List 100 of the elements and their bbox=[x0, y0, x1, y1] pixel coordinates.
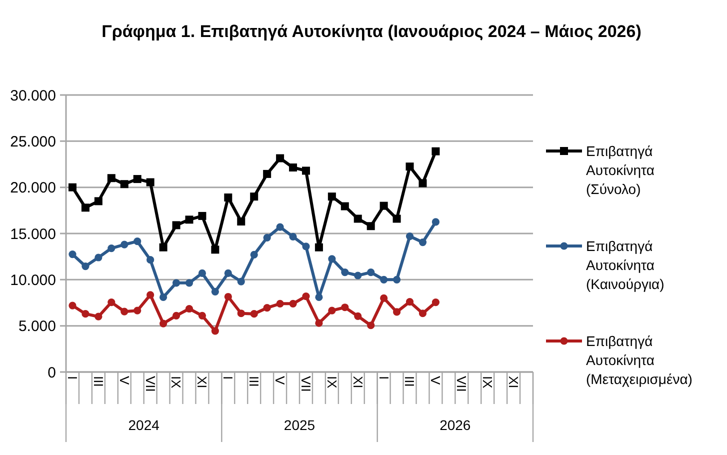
point bbox=[380, 276, 388, 284]
point bbox=[315, 319, 323, 327]
text: 2025 bbox=[284, 417, 316, 433]
point bbox=[263, 170, 272, 178]
point bbox=[146, 291, 154, 299]
point bbox=[211, 327, 219, 335]
point bbox=[289, 232, 297, 241]
point bbox=[328, 306, 336, 314]
point bbox=[68, 183, 76, 192]
point bbox=[302, 242, 310, 250]
x-tick-label: IX bbox=[480, 376, 496, 389]
point bbox=[185, 216, 194, 224]
y-tick-label: 25.000 bbox=[10, 133, 56, 150]
point bbox=[198, 269, 206, 278]
point bbox=[276, 223, 284, 231]
y-tick-label: 30.000 bbox=[10, 87, 56, 104]
point bbox=[82, 262, 90, 270]
text: 2026 bbox=[440, 417, 471, 433]
point bbox=[107, 174, 116, 182]
point bbox=[418, 179, 427, 188]
x-tick-label: VII bbox=[454, 376, 470, 392]
point bbox=[146, 178, 154, 186]
point bbox=[354, 312, 362, 320]
chart-title: Γράφημα 1. Επιβατηγά Αυτοκίνητα (Ιανουάριος 2024 – Μάιος 2026) bbox=[102, 22, 642, 41]
point bbox=[432, 147, 440, 156]
x-tick-label: I bbox=[220, 376, 236, 380]
point bbox=[354, 214, 362, 223]
point bbox=[406, 298, 414, 306]
point bbox=[289, 300, 297, 308]
point bbox=[108, 244, 116, 252]
point bbox=[211, 288, 219, 296]
point bbox=[134, 238, 142, 246]
y-tick-label: 20.000 bbox=[10, 180, 56, 197]
x-tick-label: VII bbox=[298, 376, 314, 392]
point bbox=[314, 243, 323, 252]
point bbox=[406, 232, 414, 240]
point bbox=[380, 202, 388, 210]
point bbox=[224, 193, 232, 202]
point bbox=[263, 304, 271, 312]
point bbox=[159, 320, 168, 328]
point bbox=[82, 310, 90, 318]
point bbox=[289, 163, 298, 172]
point bbox=[250, 250, 258, 259]
point bbox=[81, 204, 90, 212]
point bbox=[276, 300, 284, 308]
point bbox=[211, 246, 220, 254]
legend-label: Επιβατηγά Αυτοκίνητα (Μεταχειρισμένα) bbox=[586, 332, 692, 387]
point bbox=[237, 278, 245, 286]
x-tick-label: I bbox=[64, 376, 80, 380]
x-tick-label: I bbox=[376, 376, 392, 380]
point bbox=[432, 298, 440, 306]
point bbox=[237, 217, 246, 226]
point bbox=[134, 306, 142, 314]
point bbox=[94, 312, 102, 320]
point bbox=[185, 279, 194, 287]
point bbox=[354, 272, 362, 280]
y-tick-label: 15.000 bbox=[10, 226, 56, 243]
point bbox=[432, 218, 440, 226]
legend-label: Επιβατηγά Αυτοκίνητα (Καινούργια) bbox=[586, 238, 664, 292]
x-tick-label: XI bbox=[350, 376, 366, 388]
point bbox=[120, 180, 128, 188]
point bbox=[94, 254, 102, 262]
point bbox=[237, 310, 245, 318]
point bbox=[392, 276, 401, 284]
point bbox=[340, 202, 349, 210]
point bbox=[366, 222, 375, 230]
x-tick-label: III bbox=[246, 376, 262, 387]
x-tick-label: III bbox=[90, 376, 106, 387]
point bbox=[224, 292, 232, 301]
point bbox=[328, 192, 336, 201]
point bbox=[159, 293, 168, 302]
point bbox=[198, 312, 206, 320]
x-tick-label: V bbox=[116, 376, 132, 385]
point bbox=[120, 240, 128, 248]
point bbox=[392, 308, 401, 316]
x-tick-label: IX bbox=[324, 376, 340, 389]
point bbox=[172, 279, 180, 287]
y-tick-label: 10.000 bbox=[10, 272, 56, 289]
point bbox=[367, 268, 375, 276]
point bbox=[302, 292, 310, 300]
x-tick-label: V bbox=[428, 376, 444, 385]
x-tick-label: XI bbox=[194, 376, 210, 388]
x-tick-label: XI bbox=[506, 376, 521, 388]
x-tick-label: VII bbox=[142, 376, 158, 392]
point bbox=[185, 304, 194, 313]
x-tick-label: V bbox=[272, 376, 288, 385]
point bbox=[418, 310, 427, 318]
point bbox=[276, 154, 284, 162]
legend-label: Επιβατηγά Αυτοκίνητα (Σύνολο) bbox=[586, 142, 654, 197]
point bbox=[224, 269, 232, 278]
point bbox=[172, 221, 180, 230]
point bbox=[406, 162, 414, 171]
y-tick-label: 0 bbox=[48, 364, 56, 382]
point bbox=[328, 255, 336, 263]
point bbox=[341, 268, 349, 276]
point bbox=[94, 197, 102, 206]
point bbox=[315, 293, 323, 302]
x-tick-label: IX bbox=[168, 376, 184, 389]
point bbox=[250, 192, 258, 201]
point bbox=[367, 322, 375, 330]
